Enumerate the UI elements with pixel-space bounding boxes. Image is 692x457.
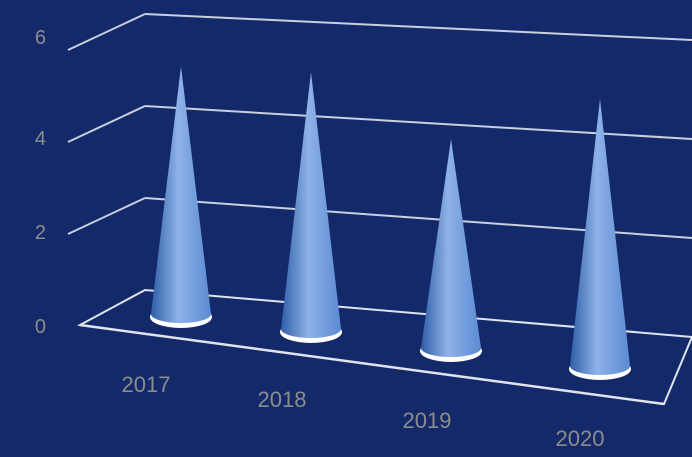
cone-2019: [420, 138, 482, 362]
y-tick-label: 0: [35, 316, 46, 338]
x-category-label: 2018: [258, 387, 307, 412]
cone-body: [281, 72, 341, 338]
gridline-side: [67, 197, 146, 235]
y-axis-ticks: 0 2 4 6: [35, 27, 46, 338]
x-category-label: 2019: [403, 408, 452, 433]
cone-2018: [280, 72, 342, 343]
gridline-back: [144, 105, 692, 140]
gridline-side: [67, 105, 146, 143]
y-tick-label: 2: [35, 222, 46, 244]
cone-body: [151, 66, 211, 323]
y-tick-label: 4: [35, 128, 46, 150]
cone-2017: [150, 66, 212, 328]
x-category-label: 2020: [556, 426, 605, 451]
gridline-back: [144, 13, 692, 41]
floor-front-edge: [79, 323, 665, 406]
y-tick-label: 6: [35, 27, 46, 49]
x-category-label: 2017: [122, 372, 171, 397]
cone-2020: [569, 98, 631, 380]
cone-body: [421, 138, 481, 357]
cones: [150, 66, 631, 380]
cone-body: [570, 98, 630, 375]
x-axis-categories: 2017 2018 2019 2020: [122, 372, 605, 451]
gridline-side: [67, 13, 146, 51]
